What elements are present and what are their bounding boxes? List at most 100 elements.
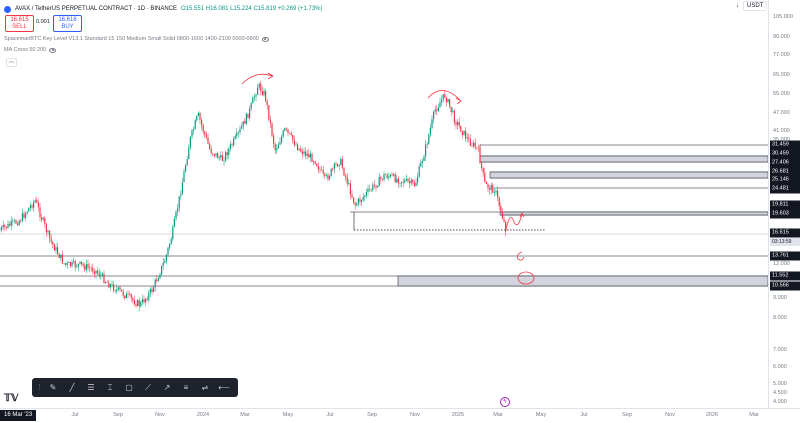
- candle-body: [473, 142, 475, 146]
- candle-body: [439, 102, 441, 108]
- annotations: [241, 72, 535, 285]
- time-tick: 2026: [705, 412, 719, 418]
- horizontal-lines-icon[interactable]: ☰: [87, 382, 95, 392]
- candle-body: [41, 217, 43, 220]
- candle-body: [492, 184, 494, 193]
- eye-icon[interactable]: [49, 47, 57, 53]
- symbol-logo-icon: [4, 5, 11, 13]
- candle-body: [39, 207, 41, 218]
- candle-body: [365, 191, 367, 196]
- candle-body: [357, 198, 359, 204]
- candle-body: [209, 143, 211, 149]
- candle-body: [178, 196, 180, 209]
- candle-body: [164, 261, 166, 263]
- candle-body: [153, 287, 155, 292]
- candle-body: [481, 163, 483, 168]
- path-icon[interactable]: ⟋: [145, 382, 151, 392]
- candle-body: [138, 300, 140, 307]
- candle-body: [351, 194, 353, 198]
- study-ma-cross[interactable]: MA Cross 50 200: [4, 47, 57, 53]
- brush-icon[interactable]: ✎: [49, 382, 57, 392]
- candle-body: [477, 147, 479, 149]
- long-arrow-icon[interactable]: ⟵: [218, 382, 230, 392]
- candle-body: [311, 153, 313, 162]
- collapse-legend-button[interactable]: ︿: [6, 58, 17, 67]
- down-arrow-icon[interactable]: ↓: [736, 3, 739, 9]
- candle-body: [47, 230, 49, 233]
- sell-button[interactable]: 16.615 SELL: [5, 15, 34, 32]
- candle-body: [50, 238, 52, 242]
- supply-demand-zones: [397, 155, 768, 287]
- time-scale[interactable]: Jul Sep Nov 2024 Mar May Jul Sep Nov 202…: [0, 408, 800, 423]
- candle-body: [373, 184, 375, 186]
- fib-retracement-icon[interactable]: ⇌: [201, 382, 209, 392]
- candle-body: [356, 203, 358, 206]
- currency-selector[interactable]: USDT: [743, 1, 768, 11]
- candle-body: [15, 220, 17, 224]
- candle-body: [77, 263, 79, 267]
- zone-rect: [397, 275, 768, 287]
- candle-body: [308, 153, 310, 158]
- price-label: 19.811: [770, 200, 800, 210]
- candle-body: [1, 227, 3, 230]
- buy-price: 16.616: [58, 17, 77, 23]
- candle-body: [76, 266, 78, 268]
- candle-body: [189, 136, 191, 149]
- candle-body: [34, 200, 36, 202]
- candle-body: [461, 131, 463, 135]
- rectangle-icon[interactable]: ▢: [125, 382, 133, 392]
- candle-body: [340, 158, 342, 165]
- price-tick: 5.000: [773, 381, 787, 387]
- candle-body: [333, 163, 335, 169]
- ray-icon[interactable]: ↗: [163, 382, 171, 392]
- candle-body: [466, 137, 468, 139]
- candle-body: [452, 110, 454, 113]
- candle-body: [95, 270, 97, 274]
- candle-body: [229, 144, 231, 149]
- candle-body: [495, 190, 497, 193]
- current-price-label: 16.615: [770, 228, 800, 238]
- study-key-level[interactable]: SpacemanBTC Key Level V13.1 Standard 15 …: [4, 36, 269, 42]
- price-chart[interactable]: [0, 0, 768, 408]
- candle-body: [490, 184, 492, 190]
- candle-body: [305, 151, 307, 156]
- candle-body: [199, 113, 201, 121]
- candle-body: [284, 128, 286, 131]
- drawing-toolbar: ⋮ ✎ ╱ ☰ ⌶ ▢ ⟋ ↗ ≡ ⇌ ⟵: [32, 378, 238, 397]
- price-scale[interactable]: 105.000 90.000 77.000 65.000 55.000 47.0…: [768, 0, 800, 408]
- grip-icon[interactable]: ⋮: [36, 383, 43, 391]
- parallel-channel-icon[interactable]: ≡: [183, 382, 189, 392]
- candle-body: [362, 196, 364, 200]
- key-levels: [0, 144, 768, 287]
- candle-body: [108, 282, 110, 288]
- candle-body: [330, 168, 332, 176]
- candle-body: [457, 122, 459, 125]
- chart-area[interactable]: AVAX / TetherUS PERPETUAL CONTRACT · 1D …: [0, 0, 768, 408]
- candle-body: [121, 289, 123, 292]
- candle-body: [401, 181, 403, 184]
- candle-body: [220, 155, 222, 158]
- lightning-icon[interactable]: ϟ: [500, 397, 510, 407]
- price-tick: 6.000: [773, 364, 787, 370]
- circle-annotation: [517, 271, 535, 285]
- candle-body: [266, 100, 268, 106]
- price-tick: 55.000: [773, 91, 790, 97]
- candle-body: [279, 142, 281, 145]
- candle-body: [407, 178, 409, 182]
- time-tick: Jul: [71, 412, 79, 418]
- candle-body: [257, 87, 259, 95]
- buy-button[interactable]: 16.616 BUY: [53, 15, 82, 32]
- candle-body: [12, 220, 14, 222]
- study-label: SpacemanBTC Key Level V13.1 Standard 15 …: [4, 36, 259, 42]
- candle-body: [503, 218, 505, 222]
- candle-body: [119, 287, 121, 290]
- eye-icon[interactable]: [261, 36, 269, 42]
- text-tool-icon[interactable]: ⌶: [107, 382, 113, 392]
- price-tick: 105.000: [773, 14, 793, 20]
- candle-body: [269, 119, 271, 124]
- candle-body: [0, 229, 1, 231]
- trend-line-icon[interactable]: ╱: [69, 382, 75, 392]
- candle-body: [455, 122, 457, 125]
- symbol-title[interactable]: AVAX / TetherUS PERPETUAL CONTRACT · 1D …: [15, 6, 178, 12]
- candle-body: [389, 174, 391, 177]
